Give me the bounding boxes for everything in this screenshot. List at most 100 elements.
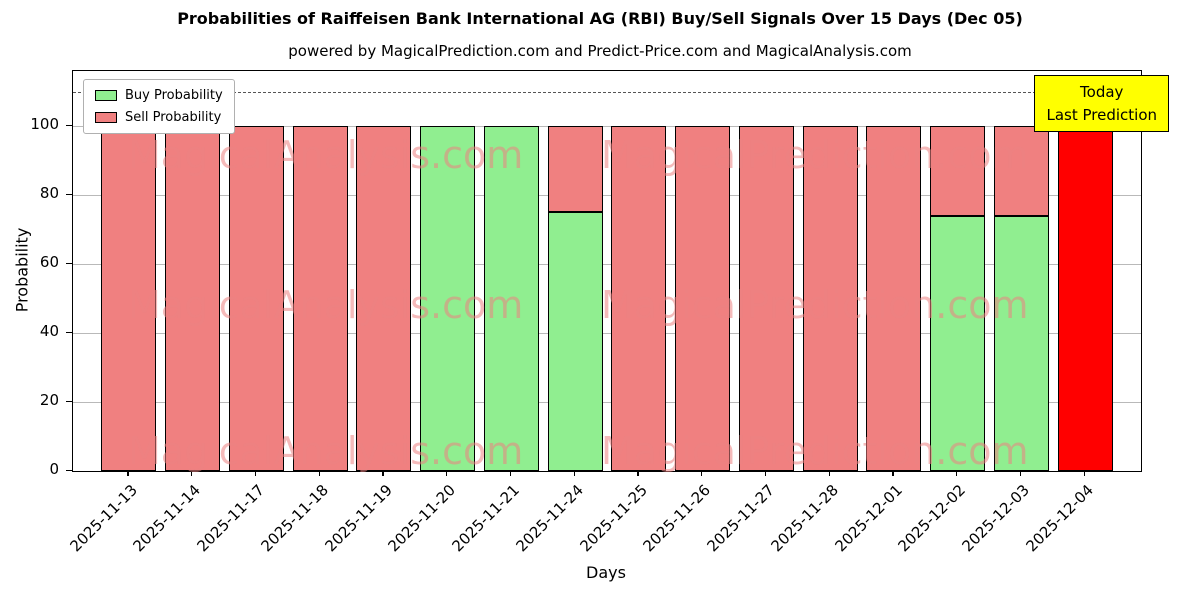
y-tick-mark (66, 470, 72, 472)
y-tick-mark (66, 263, 72, 265)
bar-2025-11-14 (165, 126, 221, 471)
x-tick-mark (127, 470, 129, 476)
bar-column-2025-11-14 (161, 71, 225, 471)
x-tick-mark (446, 470, 448, 476)
threshold-dashed-line (73, 91, 1141, 93)
today-annotation: Today Last Prediction (1034, 75, 1169, 132)
y-tick-label: 40 (39, 322, 59, 341)
y-tick-mark (66, 194, 72, 196)
y-tick-label: 80 (39, 184, 59, 203)
bar-column-2025-11-20 (416, 71, 480, 471)
bar-2025-11-24 (547, 126, 603, 471)
legend-item-sell: Sell Probability (95, 110, 223, 125)
x-tick-label: 2025-11-21 (448, 481, 524, 556)
legend: Buy Probability Sell Probability (83, 79, 235, 134)
x-tick-label: 2025-12-01 (831, 481, 906, 556)
bar-2025-12-01 (866, 126, 922, 471)
x-tick-label: 2025-11-25 (576, 481, 651, 556)
bar-segment-buy (420, 126, 476, 471)
bar-2025-12-03 (993, 126, 1049, 471)
x-tick-label: 2025-11-24 (512, 481, 587, 556)
y-tick-mark (66, 401, 72, 403)
bar-segment-sell (802, 126, 858, 471)
legend-item-buy: Buy Probability (95, 88, 223, 103)
gridline-y-80 (73, 195, 1141, 197)
bar-column-2025-11-19 (352, 71, 416, 471)
x-tick-label: 2025-12-02 (894, 481, 970, 556)
bar-2025-11-28 (802, 126, 858, 471)
bar-2025-12-02 (930, 126, 986, 471)
bar-column-2025-12-01 (862, 71, 926, 471)
bar-2025-11-20 (420, 126, 476, 471)
bar-segment-sell (1057, 126, 1113, 471)
bar-2025-11-21 (483, 126, 539, 471)
x-tick-label: 2025-11-28 (767, 481, 842, 556)
x-tick-label: 2025-12-03 (958, 481, 1034, 556)
x-tick-label: 2025-11-18 (257, 481, 332, 556)
bar-2025-11-17 (228, 126, 284, 471)
bar-segment-sell (165, 126, 221, 471)
bar-segment-sell (611, 126, 667, 471)
bar-segment-sell (101, 126, 157, 471)
plot-area: MagicalAnalysis.com MagicalPrediction.com… (72, 70, 1169, 473)
bar-segment-sell (930, 126, 986, 216)
bar-column-2025-12-02 (926, 71, 990, 471)
x-tick-label: 2025-11-14 (129, 481, 205, 556)
x-tick-label: 2025-11-13 (66, 481, 141, 556)
gridline-y-60 (73, 264, 1141, 266)
y-tick-mark (66, 332, 72, 334)
bar-column-2025-11-18 (288, 71, 352, 471)
x-tick-mark (573, 470, 575, 476)
bar-segment-buy (547, 212, 603, 471)
x-tick-mark (764, 470, 767, 476)
x-tick-label: 2025-11-26 (639, 481, 715, 556)
bar-column-2025-11-13 (97, 71, 161, 471)
bar-segment-sell (547, 126, 603, 213)
y-tick-label: 100 (30, 115, 59, 134)
bar-segment-sell (356, 126, 412, 471)
bar-2025-11-25 (611, 126, 667, 471)
bar-segment-sell (993, 126, 1049, 216)
bar-2025-11-19 (356, 126, 412, 471)
bar-segment-buy (483, 126, 539, 471)
x-axis: 2025-11-13 2025-11-14 2025-11-17 2025-11-18… (66, 470, 1140, 595)
bar-segment-sell (675, 126, 731, 471)
gridline-y-40 (73, 333, 1141, 335)
x-tick-mark (956, 470, 958, 476)
bar-2025-11-18 (292, 126, 348, 471)
bar-column-2025-11-26 (671, 71, 735, 471)
x-axis-label: Days (586, 563, 626, 582)
bar-column-2025-11-28 (798, 71, 862, 471)
bar-segment-buy (930, 215, 986, 471)
x-tick-mark (701, 470, 703, 476)
bar-segment-sell (228, 126, 284, 471)
bar-segment-sell (866, 126, 922, 471)
y-axis: 0 20 40 60 80 100 (0, 70, 72, 478)
y-tick-label: 20 (39, 391, 59, 410)
x-tick-label: 2025-11-20 (384, 481, 460, 556)
bar-2025-11-13 (101, 126, 157, 471)
legend-swatch-buy (95, 90, 117, 101)
bar-segment-sell (292, 126, 348, 471)
x-tick-mark (382, 470, 384, 476)
x-tick-mark (1019, 470, 1022, 476)
x-tick-mark (637, 470, 639, 476)
x-tick-mark (318, 470, 320, 476)
x-tick-mark (828, 470, 830, 476)
legend-label-buy: Buy Probability (125, 88, 223, 103)
y-tick-mark (66, 125, 72, 127)
x-tick-label: 2025-11-19 (321, 481, 396, 556)
x-tick-mark (892, 470, 894, 476)
legend-label-sell: Sell Probability (125, 110, 222, 125)
x-tick-label: 2025-11-17 (193, 481, 269, 556)
annotation-line1: Today (1080, 83, 1124, 101)
x-tick-mark (1083, 470, 1085, 476)
x-tick-mark (509, 470, 512, 476)
x-tick-label: 2025-12-04 (1022, 481, 1097, 556)
bar-column-2025-11-17 (225, 71, 289, 471)
bar-column-2025-11-24 (543, 71, 607, 471)
bar-segment-sell (738, 126, 794, 471)
chart-subtitle: powered by MagicalPrediction.com and Pre… (288, 42, 912, 60)
bar-column-2025-11-27 (735, 71, 799, 471)
